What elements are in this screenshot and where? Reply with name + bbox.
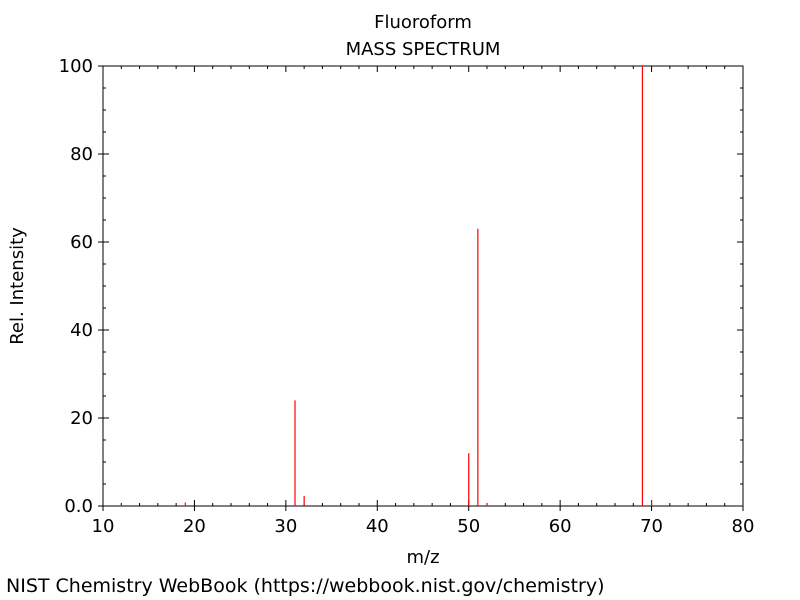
x-tick-label: 60: [549, 516, 572, 537]
x-axis-label: m/z: [406, 547, 439, 568]
x-tick-label: 40: [366, 516, 389, 537]
y-tick-label: 0.0: [64, 496, 93, 517]
y-axis-ticks: 0.0 20 40 60 80 100: [59, 56, 743, 517]
plot-frame: [102, 65, 744, 507]
y-tick-label: 80: [70, 144, 93, 165]
spectrum-peaks: [120, 66, 653, 506]
x-tick-label: 70: [640, 516, 663, 537]
y-axis-label: Rel. Intensity: [7, 227, 28, 345]
x-tick-label: 50: [457, 516, 480, 537]
nist-credit: NIST Chemistry WebBook (https://webbook.…: [6, 575, 605, 597]
chart-title: Fluoroform: [374, 12, 472, 33]
x-axis-ticks: 10 20 30 40 50 60 70 80: [92, 66, 755, 537]
y-tick-label: 20: [70, 408, 93, 429]
x-tick-label: 30: [274, 516, 297, 537]
x-tick-label: 10: [92, 516, 115, 537]
y-tick-label: 40: [70, 320, 93, 341]
x-tick-label: 20: [183, 516, 206, 537]
chart-subtitle: MASS SPECTRUM: [346, 39, 501, 60]
x-tick-label: 80: [732, 516, 755, 537]
y-tick-label: 100: [59, 56, 93, 77]
y-tick-label: 60: [70, 232, 93, 253]
